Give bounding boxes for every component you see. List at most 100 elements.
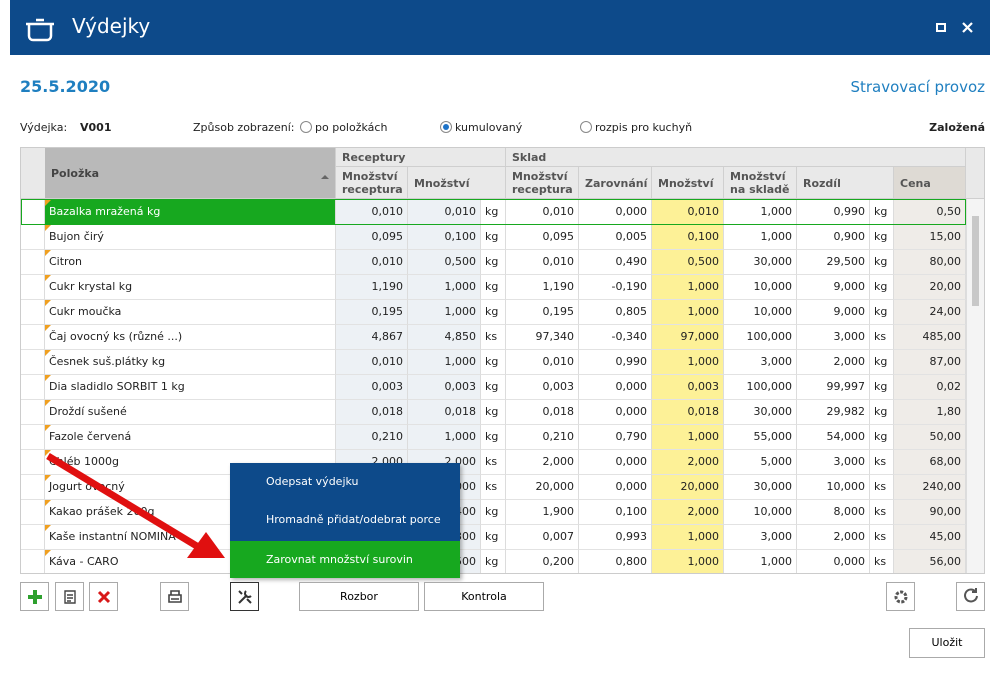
value: 0,900	[797, 225, 870, 250]
value: 0,195	[336, 300, 408, 325]
value: 0,800	[579, 550, 652, 573]
save-button[interactable]: Uložit	[909, 628, 985, 658]
delete-button[interactable]	[89, 582, 118, 611]
label: Výdejka:	[20, 121, 68, 134]
icon	[964, 588, 978, 603]
unit: kg	[870, 400, 894, 425]
table: Položka Receptury Sklad Množství receptura M…	[20, 147, 985, 574]
value: 3,000	[797, 325, 870, 350]
item-name[interactable]: Fazole červená	[45, 425, 336, 450]
item-name[interactable]: Cukr krystal kg	[45, 275, 336, 300]
value: 1,000	[724, 225, 797, 250]
item-name[interactable]: Česnek suš.plátky kg	[45, 350, 336, 375]
value: 68,00	[894, 450, 966, 475]
icon	[238, 590, 252, 604]
note-flag	[45, 225, 51, 231]
refresh-button[interactable]	[956, 582, 985, 611]
analysis-button[interactable]: Rozbor	[299, 582, 419, 611]
note-flag	[45, 425, 51, 431]
unit: kg	[481, 300, 506, 325]
column-header[interactable]: Množství	[652, 167, 724, 199]
print-button[interactable]	[160, 582, 189, 611]
item-name[interactable]: Bujon čirý	[45, 225, 336, 250]
value: 0,007	[506, 525, 579, 550]
item-name[interactable]: Cukr moučka	[45, 300, 336, 325]
column-header[interactable]: Cena	[894, 167, 966, 199]
app-icon	[26, 18, 54, 42]
unit: kg	[870, 225, 894, 250]
unit: ks	[870, 450, 894, 475]
radio[interactable]	[440, 121, 452, 133]
edit-button[interactable]	[55, 582, 84, 611]
value: 1,900	[506, 500, 579, 525]
scroll-thumb[interactable]	[972, 216, 979, 306]
icon	[894, 590, 908, 604]
item-name[interactable]: Čaj ovocný ks (různé ...)	[45, 325, 336, 350]
value: -0,340	[579, 325, 652, 350]
value: 3,000	[797, 450, 870, 475]
value: 0,003	[408, 375, 481, 400]
value: 0,003	[506, 375, 579, 400]
note-flag	[45, 550, 51, 556]
row-indicator	[21, 375, 45, 400]
value: 0,210	[506, 425, 579, 450]
column-header[interactable]: Množství receptura	[506, 167, 579, 199]
item-name[interactable]: Droždí sušené	[45, 400, 336, 425]
radio[interactable]	[580, 121, 592, 133]
group-header: Receptury	[336, 148, 506, 167]
column-header[interactable]: Rozdíl	[797, 167, 894, 199]
window-controls[interactable]	[935, 20, 980, 36]
item-name[interactable]: Dia sladidlo SORBIT 1 kg	[45, 375, 336, 400]
value: 24,00	[894, 300, 966, 325]
row-indicator	[21, 425, 45, 450]
unit: kg	[481, 225, 506, 250]
unit: kg	[481, 275, 506, 300]
note-flag	[45, 300, 51, 306]
value: 0,805	[579, 300, 652, 325]
value: 0,790	[579, 425, 652, 450]
menu-item[interactable]: Zarovnat množství surovin	[230, 541, 460, 578]
value: 10,000	[724, 275, 797, 300]
unit: kg	[870, 275, 894, 300]
add-button[interactable]	[20, 582, 49, 611]
column-header[interactable]: Položka	[45, 148, 336, 199]
value: 55,000	[724, 425, 797, 450]
tools-button[interactable]	[230, 582, 259, 611]
value: 2,000	[797, 525, 870, 550]
value: 0,005	[579, 225, 652, 250]
row-indicator	[21, 225, 45, 250]
check-button[interactable]: Kontrola	[424, 582, 544, 611]
value: 15,00	[894, 225, 966, 250]
value: 9,000	[797, 300, 870, 325]
note-flag	[45, 275, 51, 281]
radio-label: po položkách	[315, 121, 388, 134]
note-flag	[45, 250, 51, 256]
icon	[168, 590, 182, 603]
note-flag	[45, 475, 51, 481]
value: 29,500	[797, 250, 870, 275]
item-name[interactable]: Citron	[45, 250, 336, 275]
column-header[interactable]: Množství	[408, 167, 506, 199]
unit: ks	[481, 325, 506, 350]
selected-row	[21, 199, 966, 225]
unit: ks	[870, 500, 894, 525]
value: 0,018	[408, 400, 481, 425]
menu-item[interactable]: Odepsat výdejku	[266, 475, 359, 488]
settings-button[interactable]	[886, 582, 915, 611]
value: 1,000	[652, 525, 724, 550]
radio[interactable]	[300, 121, 312, 133]
value: 2,000	[652, 450, 724, 475]
menu-item[interactable]: Hromadně přidat/odebrat porce	[266, 513, 441, 526]
value: 0,010	[336, 200, 408, 225]
unit: kg	[481, 425, 506, 450]
column-header[interactable]: Množství na skladě	[724, 167, 797, 199]
value: 90,00	[894, 500, 966, 525]
item-name[interactable]: Bazalka mražená kg	[45, 200, 336, 225]
value: 0,990	[797, 200, 870, 225]
value: 0,003	[336, 375, 408, 400]
column-header[interactable]: Zarovnání	[579, 167, 652, 199]
value: 0,095	[336, 225, 408, 250]
column-header[interactable]: Množství receptura	[336, 167, 408, 199]
unit: ks	[870, 525, 894, 550]
